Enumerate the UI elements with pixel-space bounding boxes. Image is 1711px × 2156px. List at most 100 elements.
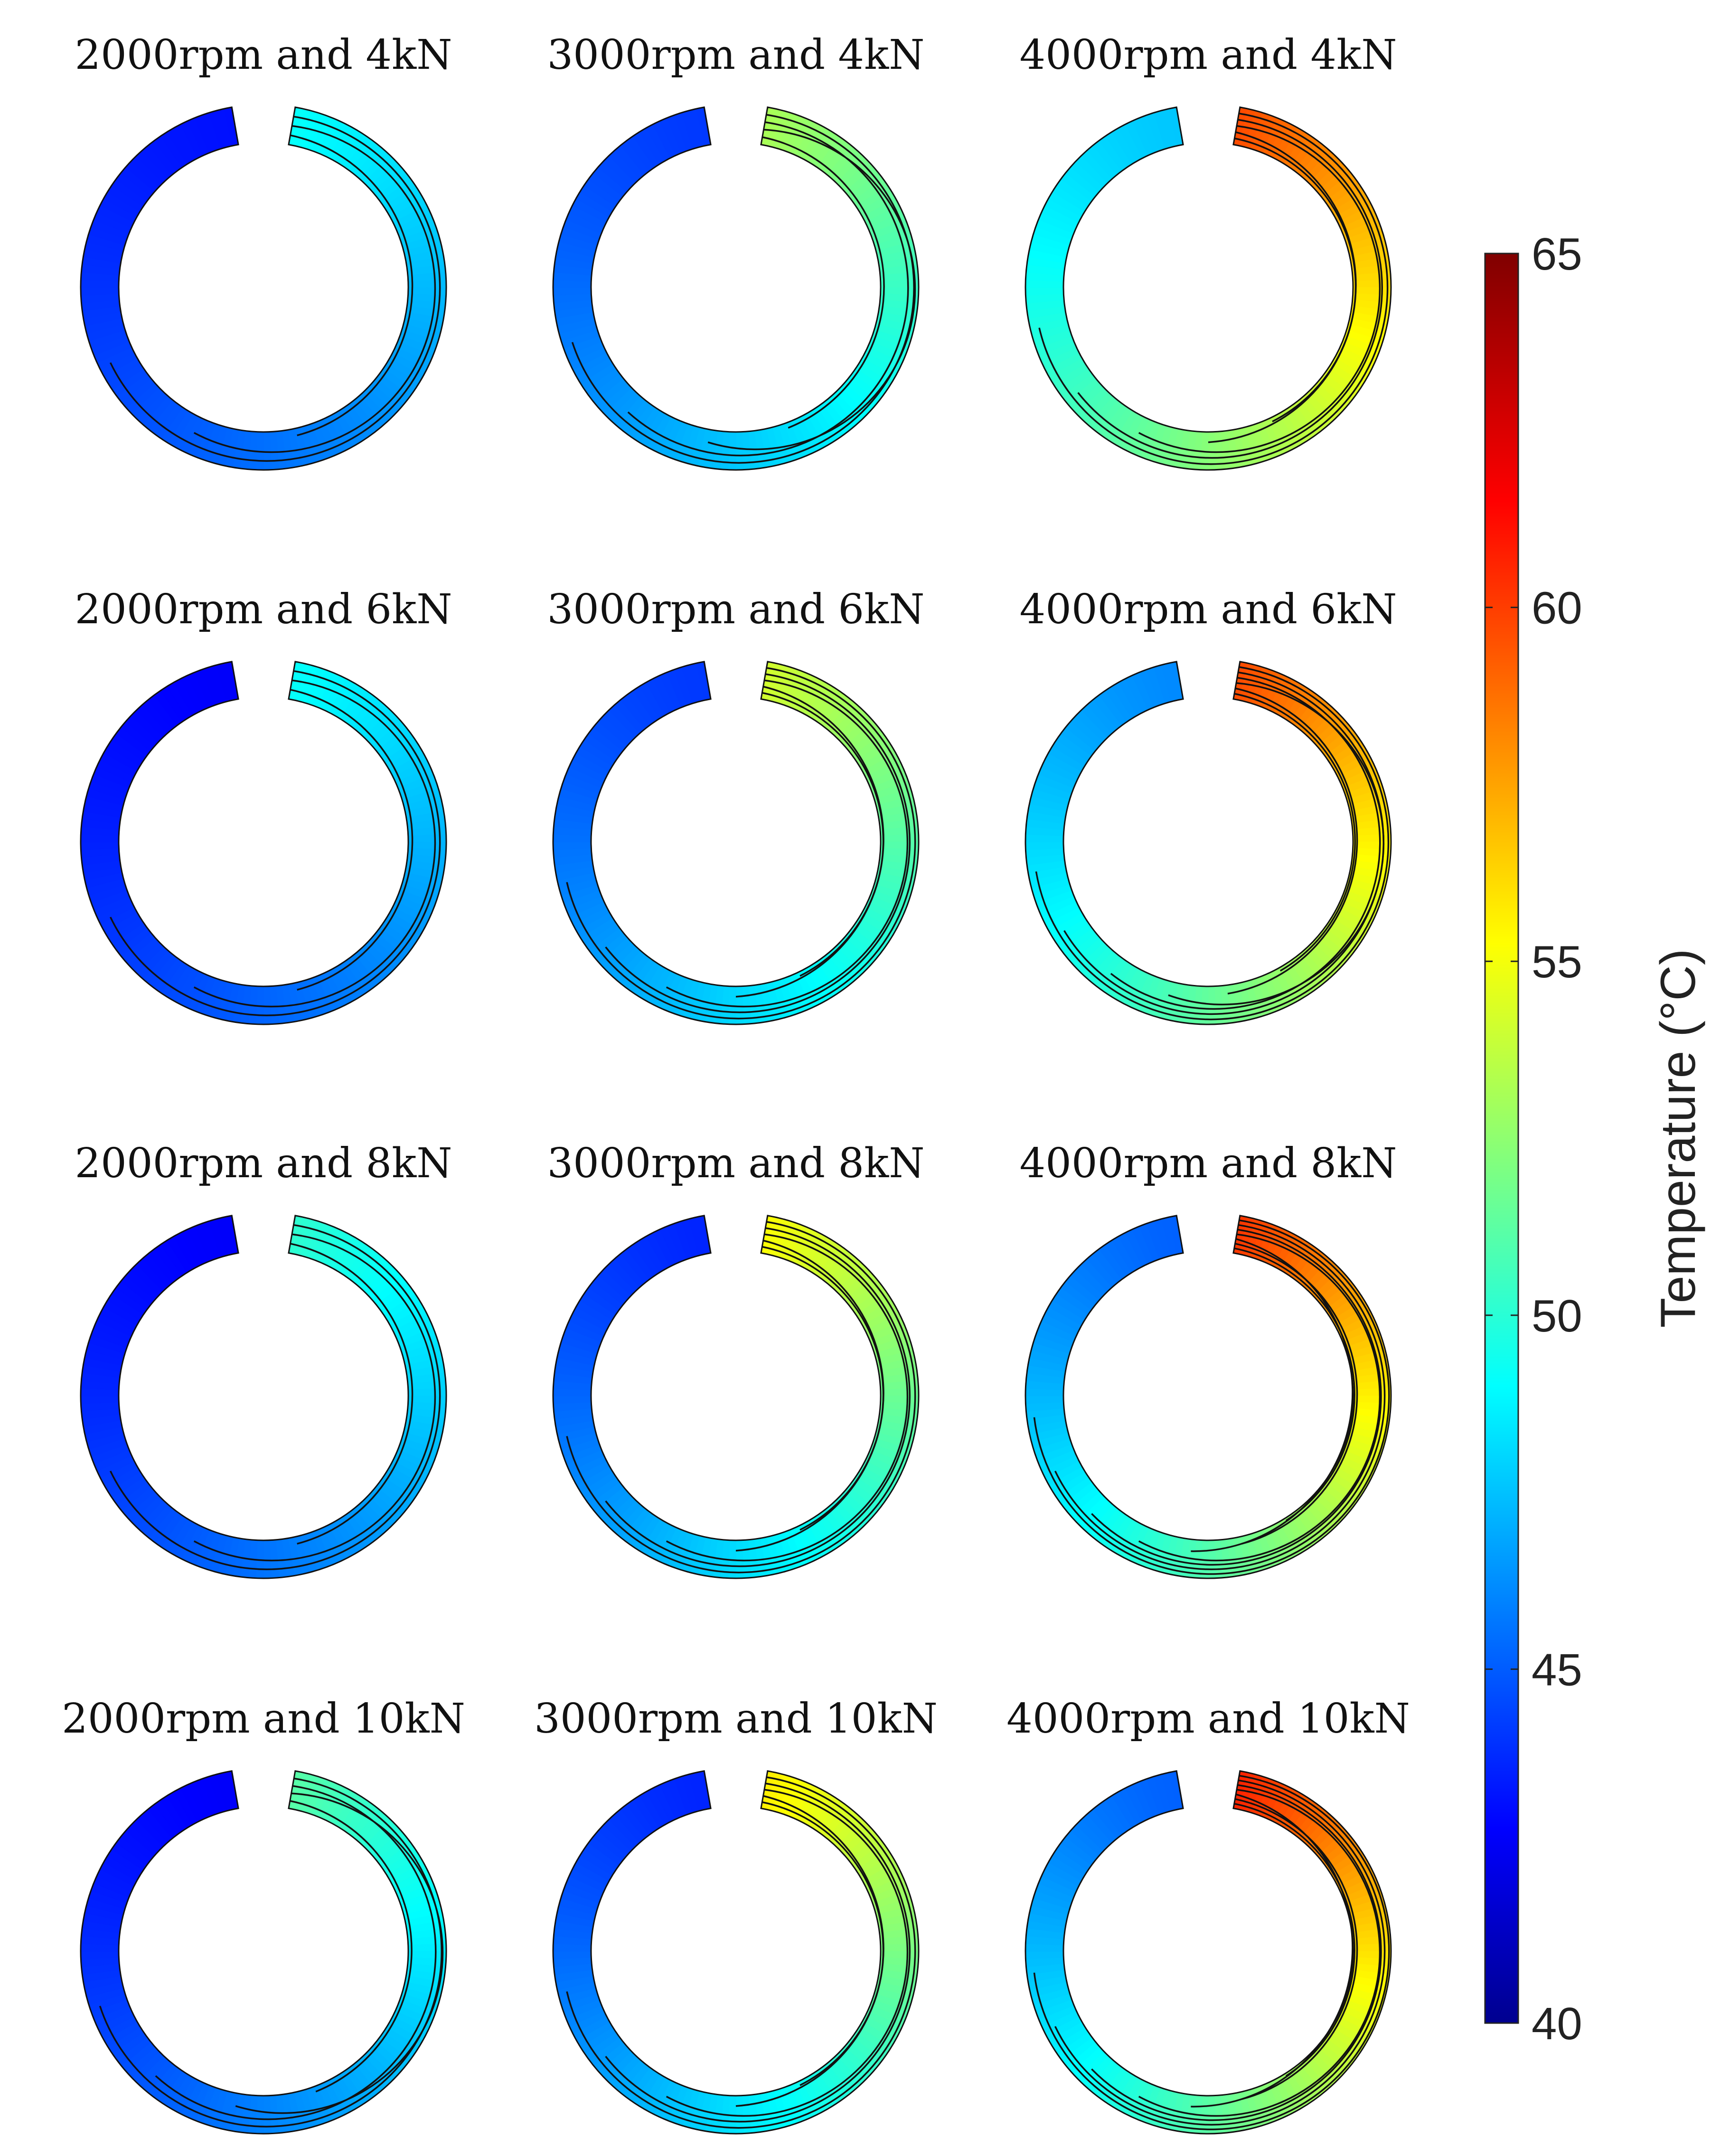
contour-line bbox=[1091, 1784, 1382, 2121]
ring-panel: 3000rpm and 4kN bbox=[547, 31, 925, 471]
ring-outline bbox=[1025, 661, 1392, 1025]
contour-line bbox=[1077, 119, 1383, 459]
ring-segment bbox=[263, 986, 272, 1025]
contour-line bbox=[290, 1243, 414, 1545]
ring-segment bbox=[1025, 1950, 1064, 1959]
panel-title: 2000rpm and 10kN bbox=[62, 1695, 465, 1743]
ring-segment bbox=[408, 1943, 447, 1952]
contour-line bbox=[1035, 666, 1390, 1021]
contour-line bbox=[1138, 1789, 1381, 2117]
ring-outline bbox=[552, 106, 920, 471]
panel-title: 4000rpm and 4kN bbox=[1019, 31, 1397, 79]
contour-line bbox=[1033, 1219, 1390, 1575]
contour-line bbox=[627, 121, 909, 457]
contour-line bbox=[1234, 1247, 1355, 1521]
ring-segment bbox=[1025, 841, 1064, 850]
ring-outline bbox=[80, 1215, 447, 1579]
ring-outline bbox=[1025, 106, 1392, 471]
contour-line bbox=[666, 1789, 909, 2117]
ring-segment bbox=[880, 280, 919, 289]
contour-line bbox=[566, 1221, 916, 1574]
ring-panel: 3000rpm and 8kN bbox=[547, 1140, 925, 1579]
ring-segment bbox=[1353, 280, 1391, 289]
ring-segment bbox=[80, 1395, 119, 1404]
contour-line bbox=[109, 115, 441, 462]
ring-segment bbox=[263, 1540, 272, 1579]
ring-outline bbox=[80, 106, 447, 471]
contour-line bbox=[290, 134, 414, 436]
ring-panel: 4000rpm and 10kN bbox=[1006, 1695, 1410, 2135]
contour-line bbox=[1138, 1233, 1381, 1562]
panel-title: 3000rpm and 8kN bbox=[547, 1140, 924, 1187]
ring-segment bbox=[1207, 2095, 1216, 2134]
ring-segment bbox=[263, 2095, 272, 2134]
colorbar-label: Temperature (°C) bbox=[1651, 949, 1706, 1328]
ring-segment bbox=[80, 841, 119, 850]
ring-panel: 2000rpm and 10kN bbox=[62, 1695, 465, 2135]
contour-line bbox=[666, 1233, 909, 1562]
contour-line bbox=[1191, 1238, 1354, 1552]
panels-group: 2000rpm and 4kN 3000rpm and 4kN 4000rpm an… bbox=[62, 31, 1410, 2135]
ring-outline bbox=[1025, 1770, 1392, 2135]
ring-segment bbox=[735, 431, 744, 470]
colorbar-tick-label: 40 bbox=[1532, 1998, 1582, 2049]
ring-panel: 2000rpm and 8kN bbox=[75, 1140, 452, 1579]
contour-line bbox=[605, 1782, 911, 2123]
contour-line bbox=[99, 1777, 442, 2128]
contour-line bbox=[735, 1239, 884, 1552]
contour-line bbox=[1063, 671, 1384, 1015]
panel-title: 2000rpm and 4kN bbox=[75, 31, 452, 79]
contour-line bbox=[1227, 687, 1358, 995]
ring-panel: 4000rpm and 6kN bbox=[1019, 586, 1397, 1025]
ring-segment bbox=[553, 841, 592, 850]
contour-line bbox=[735, 685, 884, 998]
ring-segment bbox=[880, 834, 919, 843]
contour-line bbox=[1234, 693, 1356, 972]
ring-segment bbox=[553, 1395, 592, 1404]
contour-line bbox=[566, 1776, 916, 2129]
ring-segment bbox=[1025, 287, 1064, 296]
contour-line bbox=[109, 1224, 441, 1570]
contour-line bbox=[290, 689, 414, 991]
ring-panel: 2000rpm and 6kN bbox=[75, 586, 452, 1025]
ring-segment bbox=[553, 287, 592, 296]
contour-line bbox=[1208, 131, 1357, 443]
panel-title: 3000rpm and 4kN bbox=[547, 31, 924, 79]
contour-line bbox=[666, 679, 909, 1008]
colorbar-tick-label: 50 bbox=[1532, 1291, 1582, 1341]
contour-line bbox=[1038, 112, 1389, 465]
colorbar-tick-label: 45 bbox=[1532, 1644, 1582, 1695]
contour-line bbox=[605, 1227, 911, 1567]
colorbar-tick-label: 60 bbox=[1532, 583, 1582, 634]
ring-outline bbox=[80, 1770, 447, 2135]
contour-line bbox=[193, 679, 436, 1008]
contour-line bbox=[1138, 125, 1381, 453]
ring-segment bbox=[1207, 1540, 1216, 1579]
contour-line bbox=[193, 1233, 436, 1562]
panel-title: 4000rpm and 10kN bbox=[1006, 1695, 1410, 1743]
colorbar-gradient bbox=[1484, 253, 1519, 2024]
panel-title: 3000rpm and 10kN bbox=[534, 1695, 938, 1743]
contour-line bbox=[1054, 1224, 1386, 1570]
contour-line bbox=[1054, 1779, 1386, 2126]
ring-outline bbox=[1025, 1215, 1392, 1579]
contour-line bbox=[1235, 1798, 1358, 2100]
ring-segment bbox=[880, 1943, 919, 1952]
contour-line bbox=[605, 673, 911, 1013]
contour-line bbox=[155, 1785, 437, 2120]
ring-panel: 3000rpm and 10kN bbox=[534, 1695, 938, 2135]
contour-line bbox=[571, 113, 915, 464]
contour-line bbox=[1235, 1243, 1358, 1545]
ring-panel: 3000rpm and 6kN bbox=[547, 586, 925, 1025]
panel-title: 3000rpm and 6kN bbox=[547, 586, 924, 633]
contour-line bbox=[735, 1795, 884, 2107]
contour-line bbox=[566, 667, 916, 1020]
colorbar-ticks: 40 45 50 55 60 65 bbox=[1485, 229, 1582, 2049]
ring-panel: 2000rpm and 4kN bbox=[75, 31, 452, 471]
contour-line bbox=[1091, 1228, 1382, 1566]
ring-segment bbox=[263, 431, 272, 470]
contour-line bbox=[290, 1800, 413, 2092]
colorbar: 40 45 50 55 60 65 Temperature (°C) bbox=[1484, 229, 1706, 2049]
ring-outline bbox=[80, 661, 447, 1025]
